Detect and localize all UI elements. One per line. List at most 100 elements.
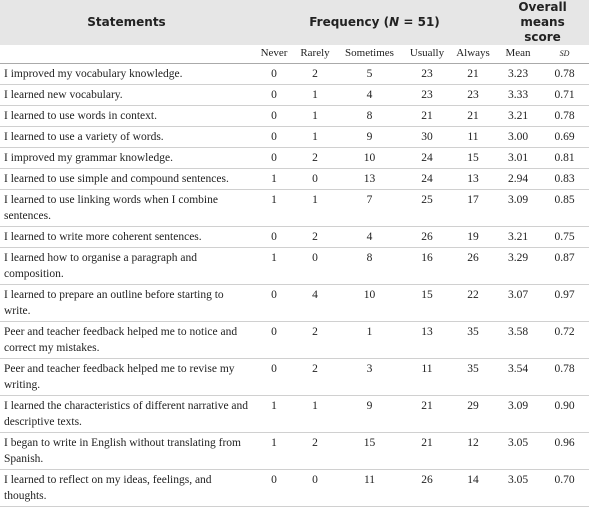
value-cell: 9 <box>335 126 404 148</box>
value-cell: 25 <box>404 189 450 227</box>
value-cell: 22 <box>450 284 497 322</box>
column-header: Mean <box>496 45 541 64</box>
value-cell: 0.69 <box>540 126 589 148</box>
value-cell: 3.05 <box>496 432 541 470</box>
table-row: I learned new vocabulary. 0 1 4 23 23 3.33 0.71 <box>0 84 589 106</box>
value-cell: 3.01 <box>496 147 541 169</box>
table-row: I learned to use linking words when I co… <box>0 189 589 227</box>
value-cell: 1 <box>253 168 295 190</box>
statement-cell: I improved my vocabulary knowledge. <box>0 63 253 85</box>
value-cell: 0.83 <box>540 168 589 190</box>
statement-cell: I learned to use linking words when I co… <box>0 189 253 227</box>
value-cell: 1 <box>253 395 295 433</box>
value-cell: 1 <box>253 247 295 285</box>
value-cell: 0.75 <box>540 226 589 248</box>
value-cell: 8 <box>335 105 404 127</box>
overall-header: Overall means score <box>496 0 589 45</box>
value-cell: 11 <box>335 469 404 507</box>
value-cell: 3.23 <box>496 63 541 85</box>
value-cell: 21 <box>450 63 497 85</box>
statement-cell: Peer and teacher feedback helped me to n… <box>0 321 253 359</box>
value-cell: 0.90 <box>540 395 589 433</box>
value-cell: 11 <box>450 126 497 148</box>
value-cell: 24 <box>404 147 450 169</box>
frequency-header: Frequency (N = 51) <box>253 0 497 45</box>
value-cell: 0 <box>253 105 295 127</box>
value-cell: 0 <box>253 469 295 507</box>
table-row: I learned how to organise a paragraph an… <box>0 247 589 285</box>
frequency-text: Frequency ( <box>309 15 390 29</box>
table-row: I learned to use a variety of words. 0 1 9 3… <box>0 126 589 148</box>
value-cell: 1 <box>295 126 335 148</box>
value-cell: 15 <box>335 432 404 470</box>
statement-cell: I learned new vocabulary. <box>0 84 253 106</box>
value-cell: 21 <box>404 395 450 433</box>
value-cell: 0.72 <box>540 321 589 359</box>
value-cell: 21 <box>404 105 450 127</box>
column-header: SD <box>540 45 589 64</box>
value-cell: 0.87 <box>540 247 589 285</box>
column-header: Rarely <box>295 45 335 64</box>
column-header: Never <box>253 45 295 64</box>
value-cell: 0.96 <box>540 432 589 470</box>
table-body: I improved my vocabulary knowledge. 0 2 5 23… <box>0 63 589 507</box>
value-cell: 0.71 <box>540 84 589 106</box>
value-cell: 0.70 <box>540 469 589 507</box>
value-cell: 1 <box>295 395 335 433</box>
statement-cell: I learned to use words in context. <box>0 105 253 127</box>
value-cell: 0 <box>253 126 295 148</box>
value-cell: 16 <box>404 247 450 285</box>
statement-cell: I learned the characteristics of differe… <box>0 395 253 433</box>
value-cell: 2 <box>295 358 335 396</box>
value-cell: 21 <box>404 432 450 470</box>
value-cell: 23 <box>450 84 497 106</box>
value-cell: 13 <box>450 168 497 190</box>
value-cell: 3.33 <box>496 84 541 106</box>
value-cell: 1 <box>295 189 335 227</box>
value-cell: 0 <box>253 84 295 106</box>
value-cell: 23 <box>404 84 450 106</box>
table-row: I learned to prepare an outline before s… <box>0 284 589 322</box>
value-cell: 1 <box>295 84 335 106</box>
value-cell: 10 <box>335 284 404 322</box>
subheader-row: Never Rarely Sometimes Usually Always Mean SD <box>0 45 589 64</box>
value-cell: 4 <box>295 284 335 322</box>
table-row: I improved my vocabulary knowledge. 0 2 5 23… <box>0 63 589 85</box>
value-cell: 0 <box>253 63 295 85</box>
value-cell: 2 <box>295 321 335 359</box>
statement-cell: Peer and teacher feedback helped me to r… <box>0 358 253 396</box>
empty-cell <box>0 45 253 64</box>
statement-cell: I learned to prepare an outline before s… <box>0 284 253 322</box>
value-cell: 30 <box>404 126 450 148</box>
header-row: Statements Frequency (N = 51) Overall me… <box>0 0 589 45</box>
value-cell: 4 <box>335 84 404 106</box>
value-cell: 0.78 <box>540 358 589 396</box>
column-header: Sometimes <box>335 45 404 64</box>
value-cell: 19 <box>450 226 497 248</box>
value-cell: 9 <box>335 395 404 433</box>
value-cell: 26 <box>404 226 450 248</box>
value-cell: 17 <box>450 189 497 227</box>
value-cell: 24 <box>404 168 450 190</box>
value-cell: 15 <box>450 147 497 169</box>
column-header: Always <box>450 45 497 64</box>
table-row: Peer and teacher feedback helped me to n… <box>0 321 589 359</box>
value-cell: 1 <box>295 105 335 127</box>
value-cell: 3.29 <box>496 247 541 285</box>
value-cell: 3.58 <box>496 321 541 359</box>
statement-cell: I learned to use simple and compound sen… <box>0 168 253 190</box>
column-header: Usually <box>404 45 450 64</box>
value-cell: 15 <box>404 284 450 322</box>
value-cell: 3.09 <box>496 189 541 227</box>
statement-cell: I began to write in English without tran… <box>0 432 253 470</box>
value-cell: 0 <box>295 247 335 285</box>
value-cell: 0 <box>253 147 295 169</box>
value-cell: 1 <box>335 321 404 359</box>
value-cell: 1 <box>253 432 295 470</box>
table-row: I learned to use simple and compound sen… <box>0 168 589 190</box>
value-cell: 3.09 <box>496 395 541 433</box>
table-row: I learned to write more coherent sentenc… <box>0 226 589 248</box>
value-cell: 0 <box>295 469 335 507</box>
